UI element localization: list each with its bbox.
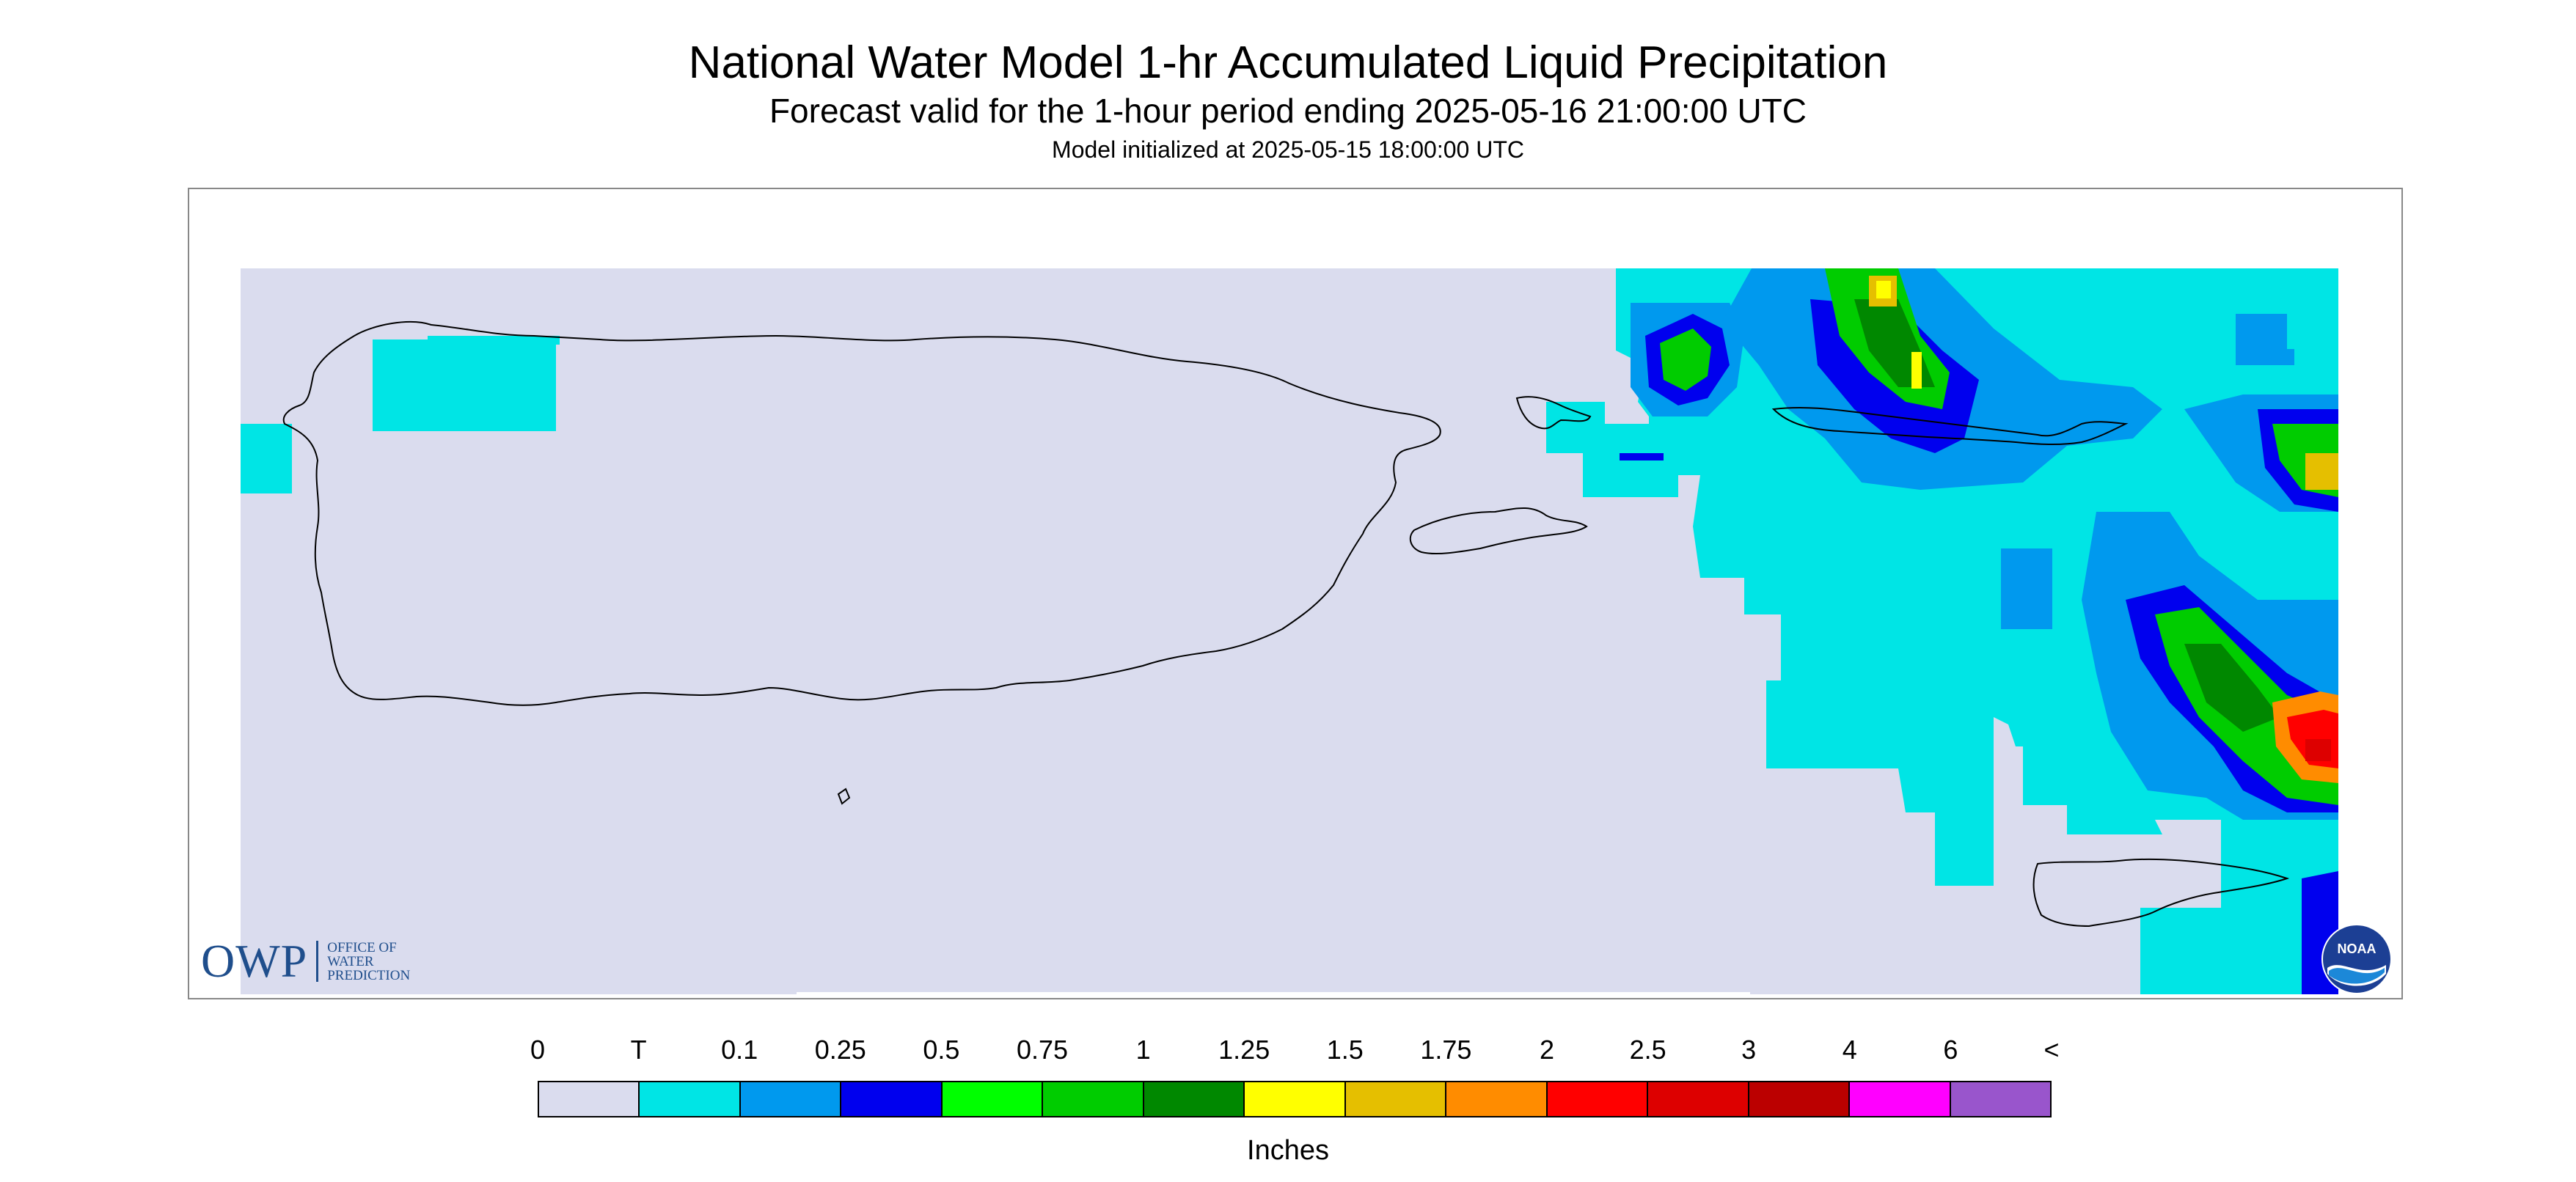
vieques-outline xyxy=(1409,507,1588,555)
owp-divider xyxy=(316,941,319,982)
map-subtitle: Forecast valid for the 1-hour period end… xyxy=(769,92,1807,130)
legend-tick-label: 0 xyxy=(530,1035,546,1065)
map-gap xyxy=(797,992,1750,998)
precip-field-west xyxy=(241,336,560,493)
legend-tick-label: 4 xyxy=(1842,1035,1857,1065)
legend-tick-label: 1 xyxy=(1135,1035,1151,1065)
owp-wordmark: Office of Water Prediction xyxy=(327,939,411,983)
coastlines xyxy=(282,320,2290,928)
noaa-label: NOAA xyxy=(2338,941,2376,956)
legend-swatch-11 xyxy=(1648,1082,1749,1116)
map-title: National Water Model 1-hr Accumulated Li… xyxy=(688,37,1888,88)
legend-units: Inches xyxy=(1247,1135,1329,1166)
noaa-logo: NOAA xyxy=(2321,924,2392,994)
model-init-time: Model initialized at 2025-05-15 18:00:00… xyxy=(1052,136,1524,163)
st-croix-outline xyxy=(2032,858,2290,928)
map-canvas xyxy=(241,268,2366,998)
legend-tick-label: < xyxy=(2043,1035,2060,1065)
legend-swatch-6 xyxy=(1144,1082,1245,1116)
legend-swatch-3 xyxy=(841,1082,943,1116)
legend-swatch-5 xyxy=(1043,1082,1144,1116)
precipitation-map: OWP Office of Water Prediction NOAA xyxy=(188,188,2403,999)
owp-logo: OWP Office of Water Prediction xyxy=(201,936,410,987)
puerto-rico-outline xyxy=(282,320,1441,706)
legend-tick-label: 0.25 xyxy=(814,1035,866,1065)
legend-swatch-0 xyxy=(539,1082,640,1116)
legend-swatch-7 xyxy=(1245,1082,1346,1116)
culebra-outline xyxy=(1515,396,1592,430)
legend-colorbar xyxy=(538,1081,2052,1117)
legend-tick-label: 1.25 xyxy=(1218,1035,1270,1065)
legend-tick-label: 6 xyxy=(1943,1035,1958,1065)
legend-swatch-1 xyxy=(640,1082,741,1116)
legend-tick-label: 0.1 xyxy=(721,1035,758,1065)
mona-island-outline xyxy=(837,788,851,805)
legend-tick-labels: 0 T 0.1 0.25 0.5 0.75 1 1.25 1.5 1.75 2 2.5 3 4 6 < xyxy=(0,1034,2576,1071)
legend-tick-label: T xyxy=(630,1035,647,1065)
legend-swatch-2 xyxy=(740,1082,842,1116)
legend-swatch-12 xyxy=(1749,1082,1851,1116)
legend-tick-label: 2.5 xyxy=(1629,1035,1666,1065)
precip-field-east xyxy=(1546,268,2366,994)
owp-mark: OWP xyxy=(201,935,308,987)
st-thomas-john-outline xyxy=(1771,406,2129,446)
legend-swatch-14 xyxy=(1950,1082,2051,1116)
legend-swatch-10 xyxy=(1547,1082,1649,1116)
legend-tick-label: 0.5 xyxy=(923,1035,960,1065)
legend-tick-label: 0.75 xyxy=(1016,1035,1069,1065)
legend-swatch-9 xyxy=(1446,1082,1548,1116)
legend-tick-label: 1.5 xyxy=(1326,1035,1364,1065)
legend-tick-label: 1.75 xyxy=(1420,1035,1472,1065)
legend-swatch-4 xyxy=(942,1082,1044,1116)
legend-swatch-8 xyxy=(1345,1082,1447,1116)
legend-swatch-13 xyxy=(1850,1082,1951,1116)
legend-tick-label: 2 xyxy=(1539,1035,1555,1065)
legend-tick-label: 3 xyxy=(1741,1035,1757,1065)
